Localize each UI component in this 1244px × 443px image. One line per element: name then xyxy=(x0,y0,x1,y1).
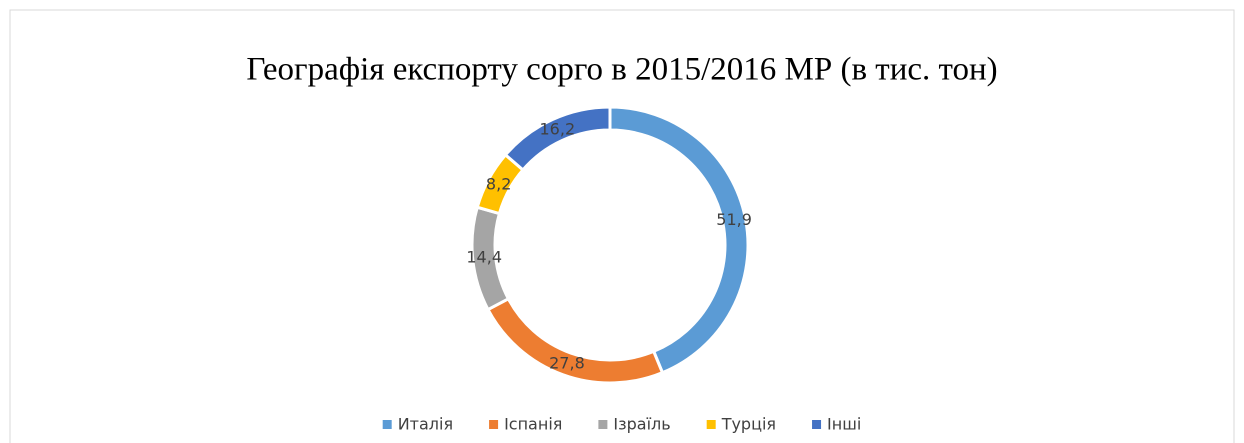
data-label: 16,2 xyxy=(540,119,576,138)
chart-title: Географія експорту сорго в 2015/2016 МР … xyxy=(246,52,997,88)
legend-label: Италія xyxy=(398,415,453,434)
legend-swatch xyxy=(706,420,716,429)
data-label: 51,9 xyxy=(716,210,752,229)
data-label: 8,2 xyxy=(486,174,511,193)
legend-label: Турція xyxy=(721,415,776,434)
donut-slice xyxy=(608,105,750,375)
legend-label: Іспанія xyxy=(504,415,562,434)
chart-frame xyxy=(9,9,1235,443)
legend-swatch xyxy=(598,420,608,429)
donut-slice xyxy=(503,105,612,172)
legend-swatch xyxy=(489,420,499,429)
legend-swatch xyxy=(812,420,822,429)
legend-label: Інші xyxy=(827,415,861,434)
legend-swatch xyxy=(382,420,392,429)
data-label: 14,4 xyxy=(466,248,502,267)
data-label: 27,8 xyxy=(549,353,585,372)
legend-label: Ізраїль xyxy=(613,415,670,434)
